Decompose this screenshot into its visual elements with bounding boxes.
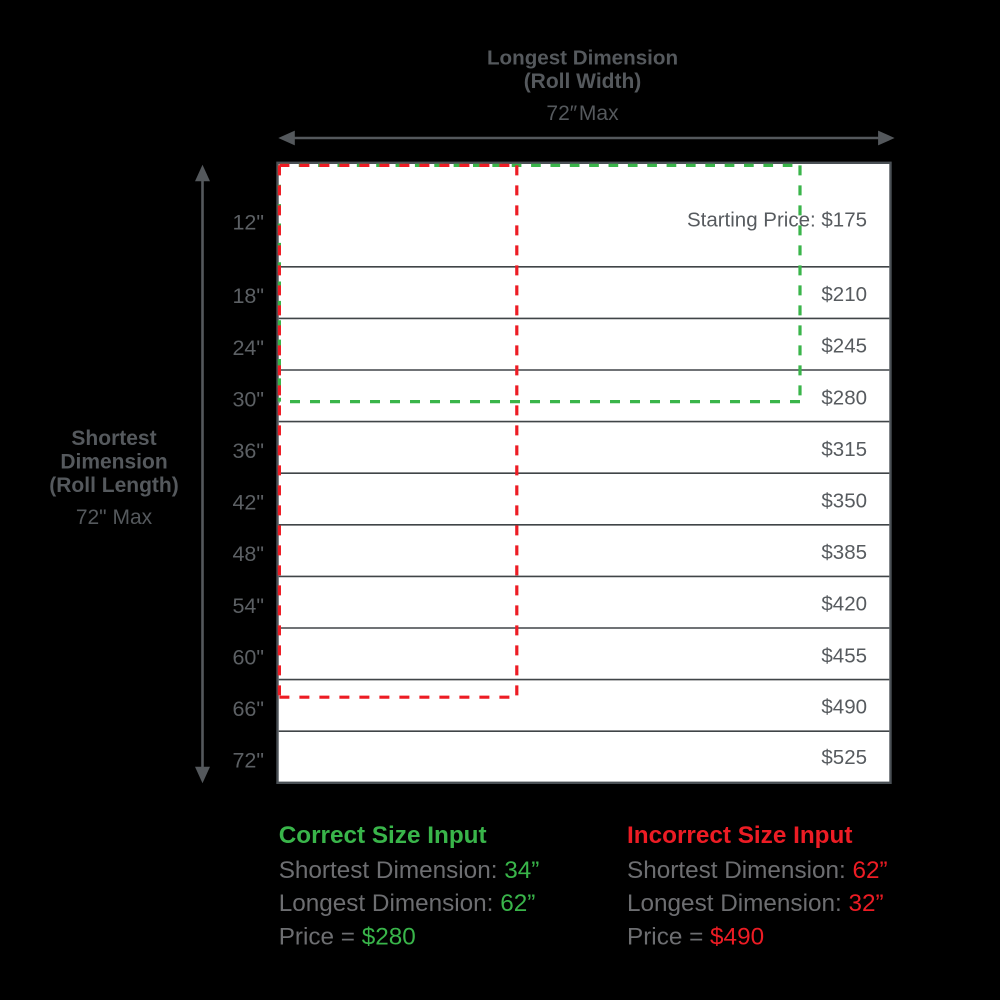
- svg-text:60": 60": [232, 645, 264, 669]
- svg-text:$385: $385: [821, 541, 867, 564]
- svg-text:72″ Max: 72″ Max: [546, 102, 619, 125]
- svg-text:$210: $210: [821, 283, 867, 306]
- svg-text:Longest Dimension: Longest Dimension: [487, 46, 678, 69]
- svg-text:(Roll Width): (Roll Width): [524, 70, 642, 93]
- svg-text:$525: $525: [821, 746, 867, 769]
- svg-text:12": 12": [232, 211, 264, 235]
- svg-text:72" Max: 72" Max: [76, 506, 153, 529]
- svg-text:36": 36": [232, 439, 264, 463]
- svg-text:Shortest Dimension: 62”: Shortest Dimension: 62”: [627, 857, 888, 884]
- svg-text:(Roll Length): (Roll Length): [49, 474, 178, 497]
- svg-text:$280: $280: [821, 386, 867, 409]
- svg-text:Correct Size Input: Correct Size Input: [279, 822, 487, 849]
- svg-text:$245: $245: [821, 335, 867, 358]
- svg-text:24": 24": [232, 336, 264, 360]
- svg-text:Longest Dimension: 32”: Longest Dimension: 32”: [627, 890, 884, 917]
- svg-text:30": 30": [232, 387, 264, 411]
- svg-text:Starting Price: $175: Starting Price: $175: [687, 209, 867, 232]
- svg-text:$350: $350: [821, 490, 867, 513]
- svg-text:Shortest: Shortest: [71, 427, 156, 450]
- svg-text:$455: $455: [821, 644, 867, 667]
- svg-text:$315: $315: [821, 438, 867, 461]
- svg-text:Price = $280: Price = $280: [279, 924, 416, 951]
- svg-text:54": 54": [232, 594, 264, 618]
- svg-text:$490: $490: [821, 696, 867, 719]
- svg-text:Longest Dimension: 62”: Longest Dimension: 62”: [279, 890, 536, 917]
- svg-text:Shortest Dimension: 34”: Shortest Dimension: 34”: [279, 857, 540, 884]
- svg-text:18": 18": [232, 284, 264, 308]
- svg-text:42": 42": [232, 491, 264, 515]
- svg-text:Incorrect Size Input: Incorrect Size Input: [627, 822, 852, 849]
- svg-text:Price = $490: Price = $490: [627, 924, 764, 951]
- svg-text:72": 72": [232, 749, 264, 773]
- svg-text:Dimension: Dimension: [60, 451, 167, 474]
- svg-text:$420: $420: [821, 593, 867, 616]
- svg-text:48": 48": [232, 542, 264, 566]
- svg-text:66": 66": [232, 697, 264, 721]
